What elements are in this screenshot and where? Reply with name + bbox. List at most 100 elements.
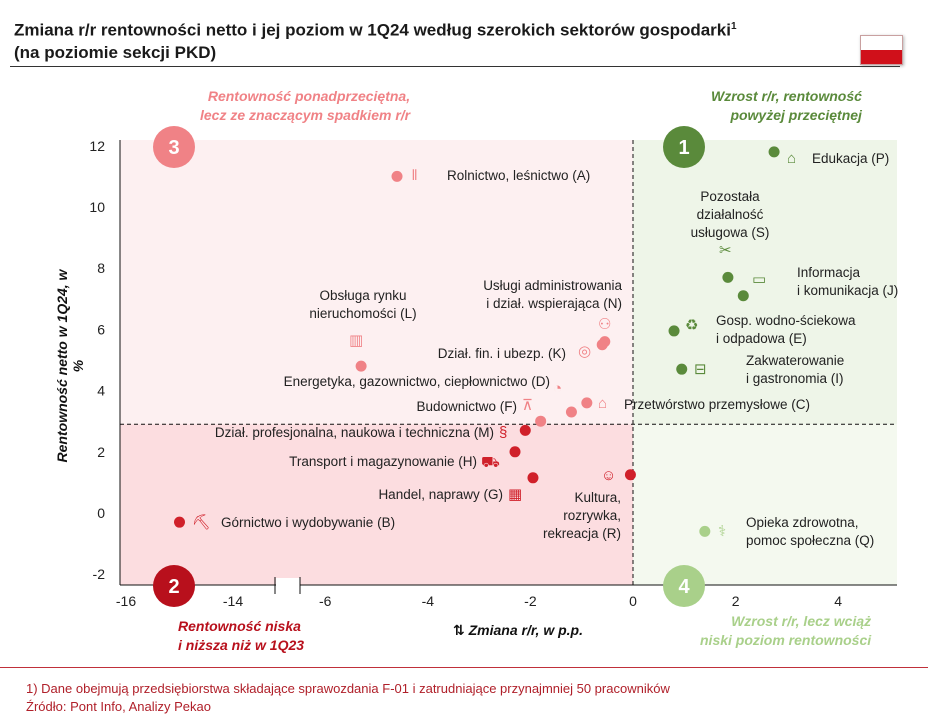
x-tick-label: -16	[116, 593, 136, 609]
source: Źródło: Pont Info, Analizy Pekao	[26, 699, 211, 714]
wheat-icon: 𝍪	[412, 167, 418, 184]
quadrant-1-note: Wzrost r/r, rentowność powyżej przeciętn…	[711, 88, 862, 123]
data-point	[174, 516, 185, 528]
x-tick-label: 4	[834, 593, 842, 609]
quadrant-3-badge	[153, 126, 195, 168]
title-line-1: Zmiana r/r rentowności netto i jej pozio…	[14, 20, 731, 40]
chart-title: Zmiana r/r rentowności netto i jej pozio…	[14, 16, 737, 64]
crane-icon: ⊼	[522, 397, 533, 414]
energy-icon: ◔	[553, 380, 563, 397]
quadrant-3-area	[120, 140, 633, 425]
y-tick-label: 4	[97, 383, 105, 399]
quadrant-4-note: Wzrost r/r, lecz wciąż niski poziom rent…	[700, 613, 872, 648]
quadrant-number: 4	[678, 576, 690, 598]
quadrant-3-note: Rentowność ponadprzeciętna, lecz ze znac…	[200, 88, 411, 123]
y-tick-label: -2	[93, 566, 106, 582]
quadrant-number: 2	[168, 576, 179, 598]
basket-icon: ▦	[508, 486, 523, 503]
data-point	[722, 271, 734, 283]
point-label: Zakwaterowanie i gastronomia (I)	[746, 353, 845, 386]
footnote-marker: 1	[730, 21, 737, 32]
quadrant-2-area	[120, 424, 633, 585]
sort-arrows-icon: ⇅	[453, 622, 469, 638]
data-point	[737, 290, 749, 302]
quadrant-number: 3	[168, 137, 179, 159]
data-point	[699, 525, 711, 537]
point-label: Edukacja (P)	[812, 151, 890, 166]
x-axis-label: ⇅ Zmiana r/r, w p.p.	[453, 622, 583, 639]
theater-masks-icon: ☺	[601, 467, 617, 484]
recycle-icon: ♻	[685, 317, 699, 334]
axis-break	[276, 578, 300, 594]
point-label: Handel, naprawy (G)	[378, 487, 503, 502]
footer-divider	[0, 667, 928, 668]
data-point	[668, 325, 680, 337]
y-tick-label: 0	[97, 505, 105, 521]
data-point	[391, 170, 403, 182]
data-point	[565, 406, 577, 418]
quadrant-1-area	[633, 140, 897, 425]
data-point	[355, 360, 367, 372]
buildings-icon: ▥	[349, 332, 364, 349]
point-label: Informacja i komunikacja (J)	[797, 265, 899, 298]
point-label: Kultura, rozrywka, rekreacja (R)	[542, 490, 621, 541]
point-label: Pozostała działalność usługowa (S)	[690, 189, 770, 240]
quadrant-2-note: Rentowność niska i niższa niż w 1Q23	[178, 618, 305, 653]
point-label: Opieka zdrowotna, pomoc społeczna (Q)	[746, 515, 875, 548]
y-axis-label: Rentowność netto w 1Q24, w %	[54, 269, 86, 463]
quadrant-4-badge	[663, 565, 705, 607]
point-label: Górnictwo i wydobywanie (B)	[221, 515, 396, 530]
point-label: Przetwórstwo przemysłowe (C)	[624, 397, 811, 412]
point-label: Gosp. wodno-ściekowa i odpadowa (E)	[716, 313, 856, 346]
x-tick-label: -4	[422, 593, 435, 609]
data-point	[624, 469, 636, 481]
x-tick-label: -6	[319, 593, 332, 609]
data-point	[509, 446, 521, 458]
people-icon: ⚇	[598, 316, 612, 333]
factory-icon: ⌂	[598, 395, 608, 412]
point-label: Transport i magazynowanie (H)	[289, 454, 477, 469]
graduation-cap-icon: ⌂	[787, 150, 797, 167]
bed-icon: ⊟	[694, 361, 707, 378]
y-tick-label: 6	[97, 321, 105, 337]
point-label: Obsługa rynku nieruchomości (L)	[309, 288, 417, 321]
point-label: Usługi administrowania i dział. wspieraj…	[483, 278, 622, 311]
quadrant-4-area	[633, 424, 897, 585]
data-point	[535, 415, 547, 427]
poland-flag-icon	[860, 35, 903, 65]
point-label: Energetyka, gazownictwo, ciepłownictwo (…	[283, 374, 550, 389]
y-tick-label: 8	[97, 260, 105, 276]
y-tick-label: 2	[97, 444, 105, 460]
data-point	[768, 146, 780, 158]
x-tick-label: -14	[223, 593, 243, 609]
truck-icon: ⛟	[481, 454, 500, 471]
stethoscope-icon: ⚕	[718, 523, 727, 540]
coins-icon: ◎	[578, 343, 592, 360]
title-divider	[10, 66, 900, 67]
computer-icon: ▭	[752, 271, 767, 288]
data-point	[581, 397, 593, 409]
point-label: Rolnictwo, leśnictwo (A)	[447, 168, 591, 183]
y-tick-label: 10	[89, 199, 105, 215]
paragraph-icon: §	[499, 424, 508, 441]
data-point	[676, 363, 688, 375]
mine-cart-icon: ⛏	[192, 514, 212, 531]
point-label: Dział. profesjonalna, naukowa i technicz…	[214, 425, 494, 440]
footnote: 1) Dane obejmują przedsiębiorstwa składa…	[26, 681, 670, 696]
x-tick-label: 2	[732, 593, 740, 609]
x-axis-label-text: Zmiana r/r, w p.p.	[468, 622, 583, 638]
data-point	[596, 339, 608, 351]
quadrant-number: 1	[678, 137, 689, 159]
tools-icon: ✂	[719, 242, 732, 259]
quadrant-1-badge	[663, 126, 705, 168]
point-label: Dział. fin. i ubezp. (K)	[437, 346, 566, 361]
x-tick-label: 0	[629, 593, 637, 609]
point-label: Budownictwo (F)	[416, 399, 517, 414]
data-point	[527, 472, 539, 484]
y-tick-label: 12	[89, 138, 105, 154]
x-tick-label: -2	[524, 593, 537, 609]
title-line-2: (na poziomie sekcji PKD)	[14, 42, 217, 62]
quadrant-2-badge	[153, 565, 195, 607]
